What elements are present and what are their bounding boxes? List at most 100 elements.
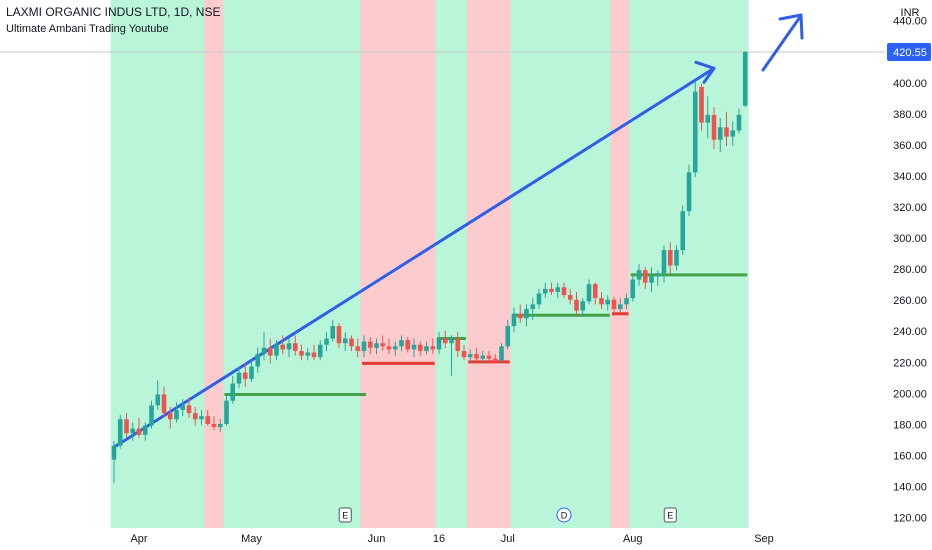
candle-body (267, 347, 273, 356)
candle-body (686, 172, 692, 212)
candle-body (711, 114, 717, 140)
candle-body (199, 416, 204, 420)
candle-body (605, 299, 611, 305)
candle-body (692, 91, 698, 173)
event-marker (338, 507, 352, 523)
candle-body (280, 344, 286, 350)
candle-body (142, 425, 148, 435)
trend-zone (510, 0, 612, 528)
candle-body (149, 405, 154, 426)
candle-body (542, 288, 548, 294)
y-tick-label: 400.00 (893, 78, 927, 90)
event-label: E (342, 510, 348, 520)
annotation-arrowhead (778, 13, 804, 40)
candle-body (642, 270, 648, 283)
candle-body (530, 304, 536, 310)
candle-body (442, 338, 448, 344)
candle-body (555, 287, 561, 292)
trend-arrowhead (694, 60, 716, 84)
candle-body (524, 309, 529, 319)
candle-body (342, 338, 348, 344)
event-label: E (667, 510, 673, 520)
y-tick-label: 300.00 (893, 233, 927, 245)
candle-body (624, 298, 629, 305)
candle-body (249, 366, 254, 379)
y-tick-label: 140.00 (893, 482, 927, 494)
last-price-label: 420.55 (893, 47, 927, 59)
candle-body (286, 343, 292, 350)
trend-zone (610, 0, 630, 528)
candle-body (499, 346, 504, 361)
candle-body (580, 301, 586, 311)
x-tick-label: May (241, 533, 262, 545)
y-tick-label: 320.00 (893, 202, 927, 214)
candle-body (561, 287, 567, 296)
candle-body (630, 279, 636, 299)
candle-body (592, 284, 598, 299)
trend-line (112, 66, 716, 449)
last-price-box (887, 42, 931, 61)
candle-body (611, 299, 617, 310)
candle-body (355, 346, 361, 351)
candle-body (742, 51, 748, 106)
candle-body (474, 354, 479, 359)
y-tick-label: 120.00 (893, 513, 927, 525)
y-tick-label: 280.00 (893, 264, 927, 276)
candle-body (486, 355, 492, 359)
trend-zone (435, 0, 468, 528)
y-tick-label: 340.00 (893, 171, 927, 183)
candle-body (480, 355, 486, 359)
candle-body (649, 276, 654, 283)
candle-body (449, 338, 454, 344)
candle-body (130, 428, 136, 434)
candle-body (167, 413, 173, 420)
candle-body (180, 405, 186, 410)
candle-body (386, 346, 392, 350)
candle-body (124, 419, 129, 434)
candle-body (599, 298, 604, 305)
candle-body (667, 250, 673, 266)
candle-body (430, 346, 436, 350)
candle-body (242, 372, 248, 379)
candle-body (492, 358, 498, 361)
candle-body (424, 346, 429, 351)
candle-body (136, 428, 142, 435)
y-tick-label: 360.00 (893, 140, 927, 152)
y-tick-label: 440.00 (893, 16, 927, 28)
candle-body (367, 341, 373, 348)
candle-body (655, 273, 661, 277)
candle-body (724, 127, 729, 137)
trend-zone (629, 0, 749, 528)
candle-body (174, 409, 179, 420)
candle-body (349, 338, 354, 347)
candle-body (255, 354, 261, 367)
candle-body (317, 344, 323, 358)
candle-body (111, 445, 117, 460)
y-tick-label: 160.00 (893, 450, 927, 462)
candle-body (717, 127, 723, 140)
candle-body (399, 340, 404, 347)
currency-label: INR (901, 7, 920, 19)
candle-body (586, 284, 592, 302)
y-tick-label: 260.00 (893, 295, 927, 307)
chart-subtitle: Ultimate Ambani Trading Youtube (6, 23, 169, 35)
x-tick-label: Sep (754, 533, 774, 545)
y-tick-label: 200.00 (893, 388, 927, 400)
candle-body (461, 350, 467, 358)
candle-body (361, 341, 367, 351)
x-tick-label: Jun (368, 533, 386, 545)
candle-body (186, 405, 192, 414)
candle-body (305, 352, 311, 356)
candle-body (517, 313, 523, 319)
candle-body (505, 326, 511, 347)
annotation-arrow (761, 15, 802, 72)
candle-body (330, 326, 336, 339)
candle-body (192, 413, 198, 420)
candle-body (205, 416, 211, 424)
chart-title: LAXMI ORGANIC INDUS LTD, 1D, NSE (6, 5, 220, 19)
candle-body (636, 270, 642, 280)
candle-body (699, 86, 704, 123)
candle-body (161, 394, 167, 414)
y-tick-label: 240.00 (893, 326, 927, 338)
